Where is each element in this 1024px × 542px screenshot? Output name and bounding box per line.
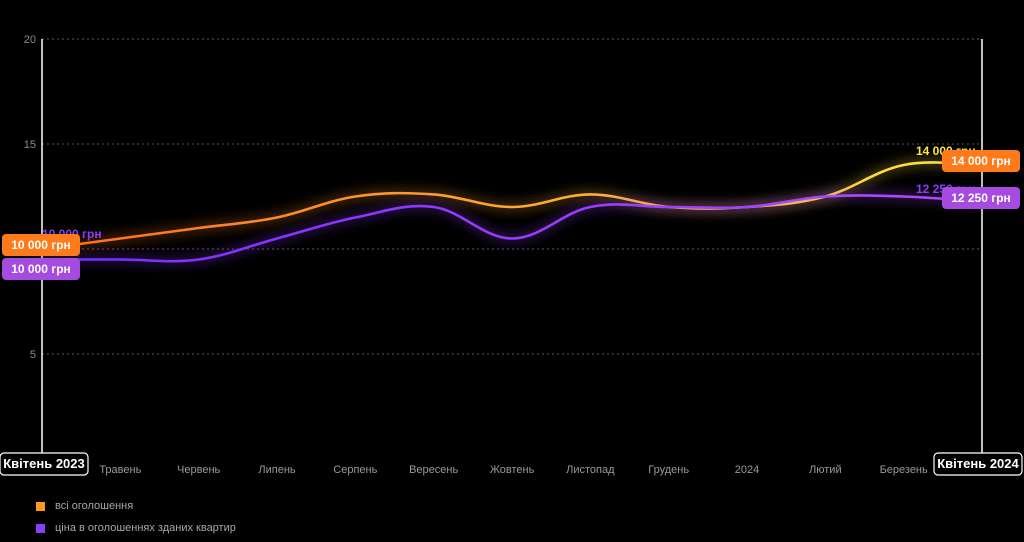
legend-label: всі оголошення [55,500,134,512]
x-tick-label: Липень [258,464,296,476]
legend-item-all[interactable]: всі оголошення [36,496,236,516]
series-line [40,161,984,251]
series-start-badge [2,234,80,256]
labels: 14 000 грн 12 250 грн 10 000 грн 10 000 грн… [2,144,1020,280]
y-tick-label: 15 [24,139,36,151]
x-tick-label: Квітень 2023 [3,456,85,471]
legend: всі оголошення ціна в оголошеннях зданих… [36,496,236,540]
axes: 20 15 5 Квітень 2023 Травень Червень Липень Сер… [0,34,1023,476]
series-end-badge [942,150,1020,172]
x-tick-label: Лютий [809,464,842,476]
series-start-badge-text: 10 000 грн [11,238,71,252]
x-tick-label: Грудень [648,464,689,476]
x-endpoint-box [0,452,89,476]
series-end-badge [942,187,1020,209]
series-end-badge-text: 14 000 грн [951,154,1011,168]
x-tick-label: Квітень 2024 [937,456,1019,471]
legend-label: ціна в оголошеннях зданих квартир [55,522,236,534]
legend-swatch-purple [36,523,45,533]
x-tick-label: Серпень [333,464,377,476]
legend-swatch-orange [36,501,45,511]
x-endpoint-box [933,452,1023,476]
x-tick-label: Червень [177,464,220,476]
y-tick-label: 5 [30,349,36,361]
series-start-badge [2,258,80,280]
series [40,161,984,263]
series-start-badge-text: 10 000 грн [11,262,71,276]
x-tick-label: Березень [880,464,928,476]
series-line [40,194,984,263]
x-tick-label: Листопад [566,464,615,476]
x-tick-label: 2024 [735,464,759,476]
legend-item-rented[interactable]: ціна в оголошеннях зданих квартир [36,518,236,538]
grid [42,38,982,355]
y-tick-label: 20 [24,34,36,46]
x-tick-label: Травень [99,464,141,476]
series-end-badge-text: 12 250 грн [951,191,1011,205]
x-tick-label: Вересень [409,464,458,476]
x-tick-label: Жовтень [490,464,535,476]
